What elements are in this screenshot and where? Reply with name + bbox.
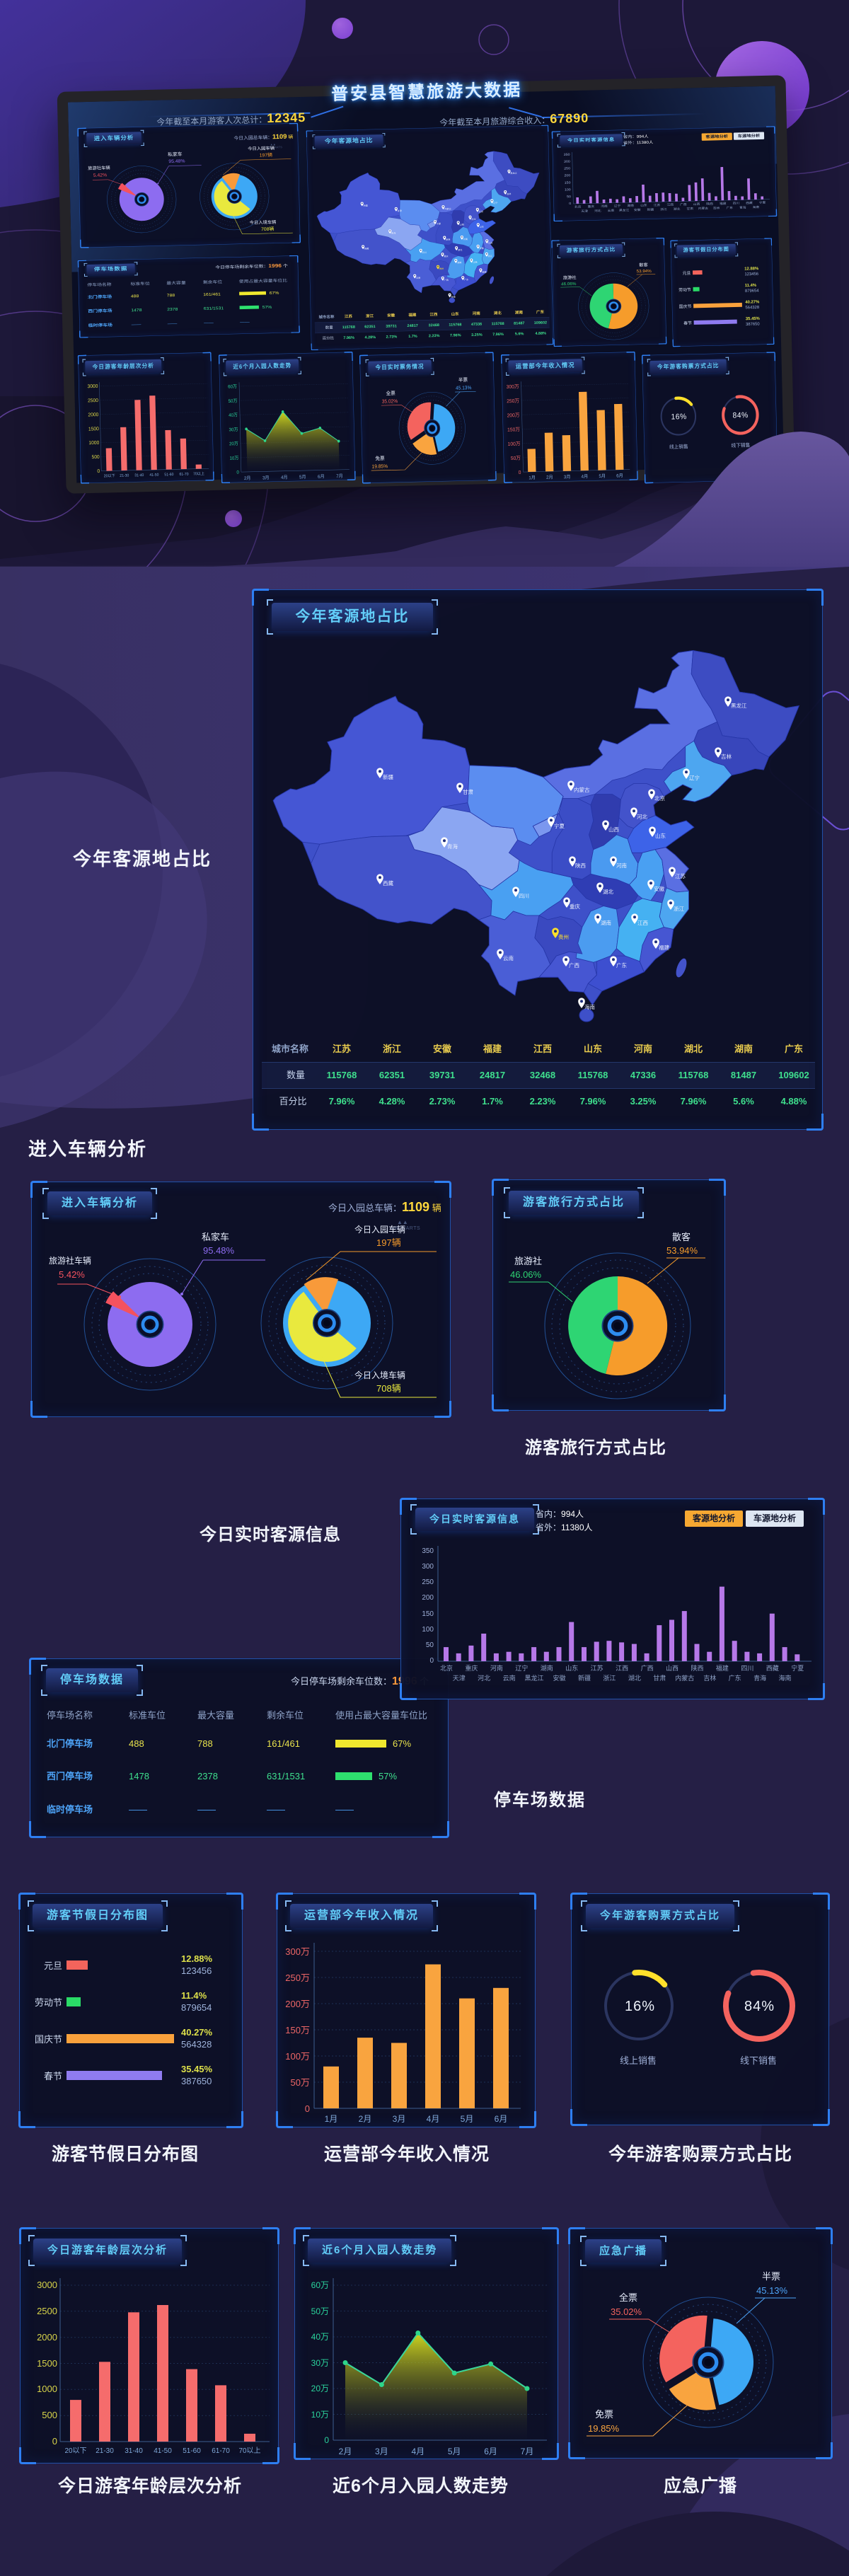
svg-text:重庆: 重庆 (570, 903, 580, 910)
svg-text:四川: 四川 (519, 893, 529, 899)
svg-text:江苏: 江苏 (675, 872, 686, 879)
svg-text:江西: 江西 (473, 260, 477, 264)
svg-text:云南: 云南 (503, 954, 514, 961)
svg-text:湖北: 湖北 (603, 889, 613, 895)
svg-text:四川: 四川 (422, 251, 426, 254)
svg-text:吉林: 吉林 (721, 753, 732, 760)
svg-text:辽宁: 辽宁 (689, 774, 700, 781)
svg-text:山西: 山西 (608, 826, 619, 833)
svg-text:山西: 山西 (459, 223, 463, 226)
svg-text:湖北: 湖北 (458, 248, 463, 252)
svg-text:贵州: 贵州 (558, 933, 569, 940)
svg-text:内蒙古: 内蒙古 (444, 207, 451, 210)
svg-text:安徽: 安徽 (479, 246, 484, 250)
svg-text:北京: 北京 (654, 795, 665, 802)
svg-text:黑龙江: 黑龙江 (510, 171, 517, 175)
svg-text:西藏: 西藏 (383, 879, 393, 886)
svg-text:宁夏: 宁夏 (437, 222, 441, 226)
svg-text:河北: 河北 (637, 814, 647, 820)
svg-text:安徽: 安徽 (654, 885, 664, 892)
svg-text:西藏: 西藏 (364, 247, 369, 250)
svg-text:陕西: 陕西 (446, 238, 450, 241)
svg-text:福建: 福建 (482, 270, 486, 274)
svg-text:宁夏: 宁夏 (554, 822, 565, 829)
svg-text:浙江: 浙江 (488, 254, 492, 258)
svg-text:广东: 广东 (464, 278, 468, 282)
svg-text:河南: 河南 (463, 237, 468, 241)
svg-text:重庆: 重庆 (444, 255, 448, 258)
svg-text:山东: 山东 (480, 225, 484, 229)
svg-text:青海: 青海 (447, 843, 458, 850)
svg-text:甘肃: 甘肃 (463, 788, 473, 795)
svg-text:湖南: 湖南 (601, 919, 611, 926)
svg-text:陕西: 陕西 (575, 862, 586, 869)
svg-text:海南: 海南 (584, 1003, 595, 1010)
svg-text:黑龙江: 黑龙江 (731, 702, 747, 709)
svg-text:江苏: 江苏 (488, 241, 492, 245)
svg-text:北京: 北京 (479, 209, 483, 213)
svg-text:广西: 广西 (444, 278, 448, 282)
svg-text:湖南: 湖南 (457, 260, 461, 264)
svg-text:河南: 河南 (616, 862, 627, 869)
svg-text:云南: 云南 (416, 276, 420, 279)
svg-text:福建: 福建 (659, 944, 669, 951)
svg-text:青海: 青海 (391, 231, 395, 235)
svg-text:内蒙古: 内蒙古 (574, 786, 590, 793)
svg-text:新疆: 新疆 (383, 773, 393, 780)
svg-text:贵州: 贵州 (439, 267, 444, 270)
svg-text:辽宁: 辽宁 (493, 201, 497, 204)
svg-text:广东: 广东 (616, 961, 627, 969)
svg-text:新疆: 新疆 (363, 204, 367, 207)
svg-text:吉林: 吉林 (507, 192, 512, 195)
svg-text:广西: 广西 (569, 961, 579, 969)
svg-text:河北: 河北 (471, 217, 476, 221)
svg-text:甘肃: 甘肃 (398, 209, 402, 212)
svg-text:山东: 山东 (655, 832, 666, 839)
svg-text:浙江: 浙江 (674, 905, 684, 912)
svg-text:江西: 江西 (637, 920, 648, 926)
svg-text:海南: 海南 (451, 295, 455, 299)
